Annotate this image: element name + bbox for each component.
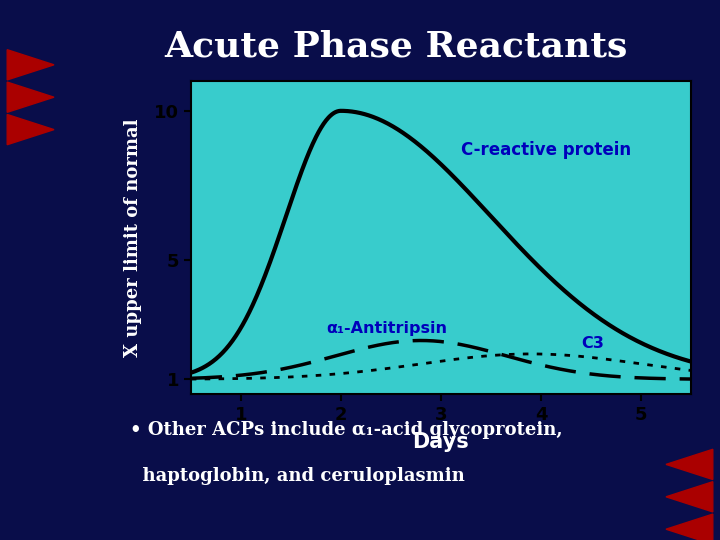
Text: C-reactive protein: C-reactive protein [461,140,631,159]
Text: Acute Phase Reactants: Acute Phase Reactants [164,30,628,64]
Text: haptoglobin, and ceruloplasmin: haptoglobin, and ceruloplasmin [130,467,464,485]
X-axis label: Days: Days [413,433,469,453]
Text: C3: C3 [581,336,604,351]
Text: • Other ACPs include α₁-acid glycoprotein,: • Other ACPs include α₁-acid glycoprotei… [130,421,562,439]
Text: α₁-Antitripsin: α₁-Antitripsin [326,321,447,336]
Text: X upper limit of normal: X upper limit of normal [124,118,142,357]
